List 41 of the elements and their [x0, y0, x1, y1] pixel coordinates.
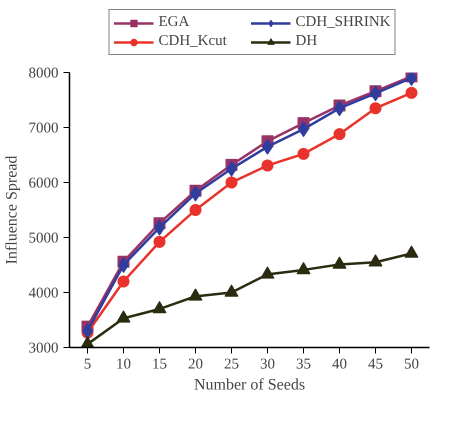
legend-label: DH: [295, 33, 318, 50]
legend-label: CDH_Kcut: [158, 33, 228, 50]
x-tick-label: 10: [116, 356, 131, 372]
x-tick-label: 30: [260, 356, 275, 372]
point: [188, 288, 202, 301]
legend-label: EGA: [158, 14, 190, 31]
point: [406, 86, 418, 99]
point: [190, 204, 202, 216]
point: [368, 254, 382, 267]
point: [224, 284, 238, 297]
point: [334, 128, 346, 140]
point: [152, 300, 166, 314]
y-tick-label: 8000: [28, 66, 58, 82]
x-tick-label: 40: [332, 356, 347, 372]
y-axis-title: Influence Spread: [4, 156, 20, 264]
x-tick-label: 50: [404, 356, 419, 372]
y-tick-label: 7000: [28, 120, 58, 136]
point: [406, 72, 417, 86]
x-axis-title: Number of Seeds: [194, 376, 306, 394]
x-tick-label: 45: [368, 356, 383, 372]
x-tick-label: 15: [152, 356, 167, 372]
point: [298, 148, 310, 160]
point: [118, 276, 130, 288]
x-tick-label: 35: [296, 356, 311, 372]
point: [262, 159, 274, 172]
point: [116, 310, 130, 323]
point: [226, 176, 238, 188]
y-tick-label: 4000: [28, 286, 58, 302]
point: [260, 266, 274, 279]
point: [404, 245, 418, 258]
x-tick-label: 20: [188, 356, 203, 372]
y-tick-label: 6000: [28, 176, 58, 192]
x-tick-label: 5: [84, 356, 92, 372]
y-tick-label: 5000: [28, 230, 58, 246]
point: [154, 236, 166, 248]
y-tick-label: 3000: [28, 340, 58, 356]
legend-label: CDH_SHRINK: [295, 14, 391, 31]
x-tick-label: 25: [224, 356, 239, 372]
point: [332, 256, 346, 269]
point: [370, 102, 382, 114]
point: [296, 262, 310, 274]
